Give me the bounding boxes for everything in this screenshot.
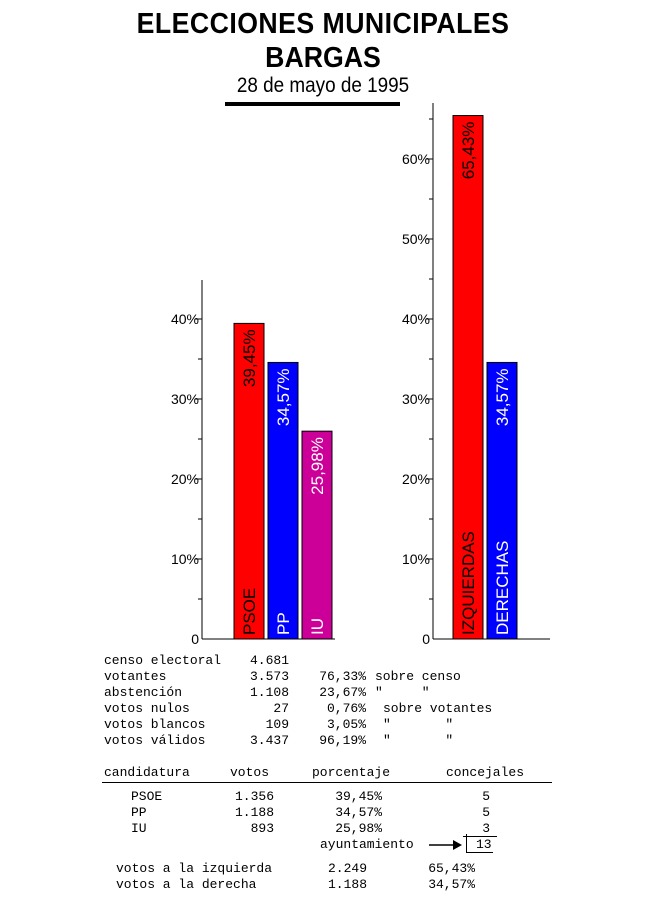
total-label: ayuntamiento [320,837,414,852]
stat-note: " " [383,733,454,748]
results-percent: 34,57% [335,805,382,820]
left-bar-iu [301,430,333,640]
right-bar-izquierdas [452,115,484,640]
title-date: 28 de mayo de 1995 [236,74,410,97]
left-bar-psoe [233,322,265,640]
stat-percent: 96,19% [319,733,366,748]
left-y-tick-label: 30% [171,391,199,407]
right-category-label: DERECHAS [493,541,512,635]
right-value-label: 65,43% [459,122,478,180]
stat-label: votos blancos [104,717,206,732]
summary-label: votos a la derecha [116,877,257,892]
left-category-label: PSOE [240,588,259,635]
title-underline [225,102,400,106]
left-y-tick-label: 10% [171,551,199,567]
stat-label: votos válidos [104,733,206,748]
summary-votes: 1.188 [327,877,367,892]
right-y-tick-label: 20% [402,471,430,487]
left-value-label: 39,45% [240,329,259,387]
left-value-label: 25,98% [308,437,327,495]
stat-value: 3.573 [249,669,289,684]
stat-value: 1.108 [249,685,289,700]
stat-value: 3.437 [249,733,289,748]
seats-sum-rule [463,836,497,837]
stat-label: votantes [104,669,167,684]
results-column-header: candidatura [104,765,190,780]
total-box [466,834,493,853]
results-party: PP [131,805,147,820]
results-votes: 893 [250,821,274,836]
left-y-tick-label: 40% [171,311,199,327]
results-seats: 5 [482,805,490,820]
results-votes: 1.188 [234,805,274,820]
total-seats: 13 [476,837,492,852]
left-category-label: PP [274,612,293,635]
results-percent: 25,98% [335,821,382,836]
right-y-tick-label: 60% [402,151,430,167]
right-value-label: 34,57% [493,368,512,426]
stat-value: 4.681 [249,653,289,668]
charts-canvas: 0 10% 20% 30% 40% 39,45% PSOE 34,57% PP 25,98% IU 0… [171,103,550,647]
stat-percent: 3,05% [326,717,366,732]
results-votes: 1.356 [234,789,274,804]
right-bar-derechas [486,361,518,640]
stat-note: sobre censo [375,669,461,684]
right-y-tick-label: 50% [402,231,430,247]
arrow-right-icon [429,840,462,850]
right-y-tick-label: 40% [402,311,430,327]
title-line-1: ELECCIONES MUNICIPALES [136,8,510,40]
results-party: IU [131,821,147,836]
summary-percent: 65,43% [428,861,475,876]
summary-votes: 2.249 [327,861,367,876]
summary-percent: 34,57% [428,877,475,892]
results-percent: 39,45% [335,789,382,804]
left-value-label: 34,57% [274,368,293,426]
results-column-header: concejales [446,765,525,780]
stat-percent: 76,33% [319,669,366,684]
right-y-tick-label: 10% [402,551,430,567]
summary-label: votos a la izquierda [116,861,273,876]
title-line-2: BARGAS [265,42,381,74]
stat-note: " " [375,685,430,700]
left-y-tick-label: 0 [191,631,199,647]
results-column-header: porcentaje [312,765,391,780]
results-header-rule [102,782,552,783]
stat-label: censo electoral [104,653,222,668]
left-y-tick-label: 20% [171,471,199,487]
stat-percent: 23,67% [319,685,366,700]
right-y-tick-label: 0 [422,631,430,647]
results-column-header: votos [230,765,270,780]
results-party: PSOE [131,789,163,804]
right-y-tick-label: 30% [402,391,430,407]
left-category-label: IU [308,618,327,635]
results-seats: 3 [482,821,490,836]
right-category-label: IZQUIERDAS [459,531,478,635]
stat-value: 109 [265,717,289,732]
stat-note: " " [383,717,454,732]
left-bar-pp [267,361,299,640]
results-seats: 5 [482,789,490,804]
stat-percent: 0,76% [326,701,366,716]
stat-value: 27 [273,701,289,716]
stat-note: sobre votantes [383,701,493,716]
stat-label: abstención [104,685,183,700]
stat-label: votos nulos [104,701,190,716]
